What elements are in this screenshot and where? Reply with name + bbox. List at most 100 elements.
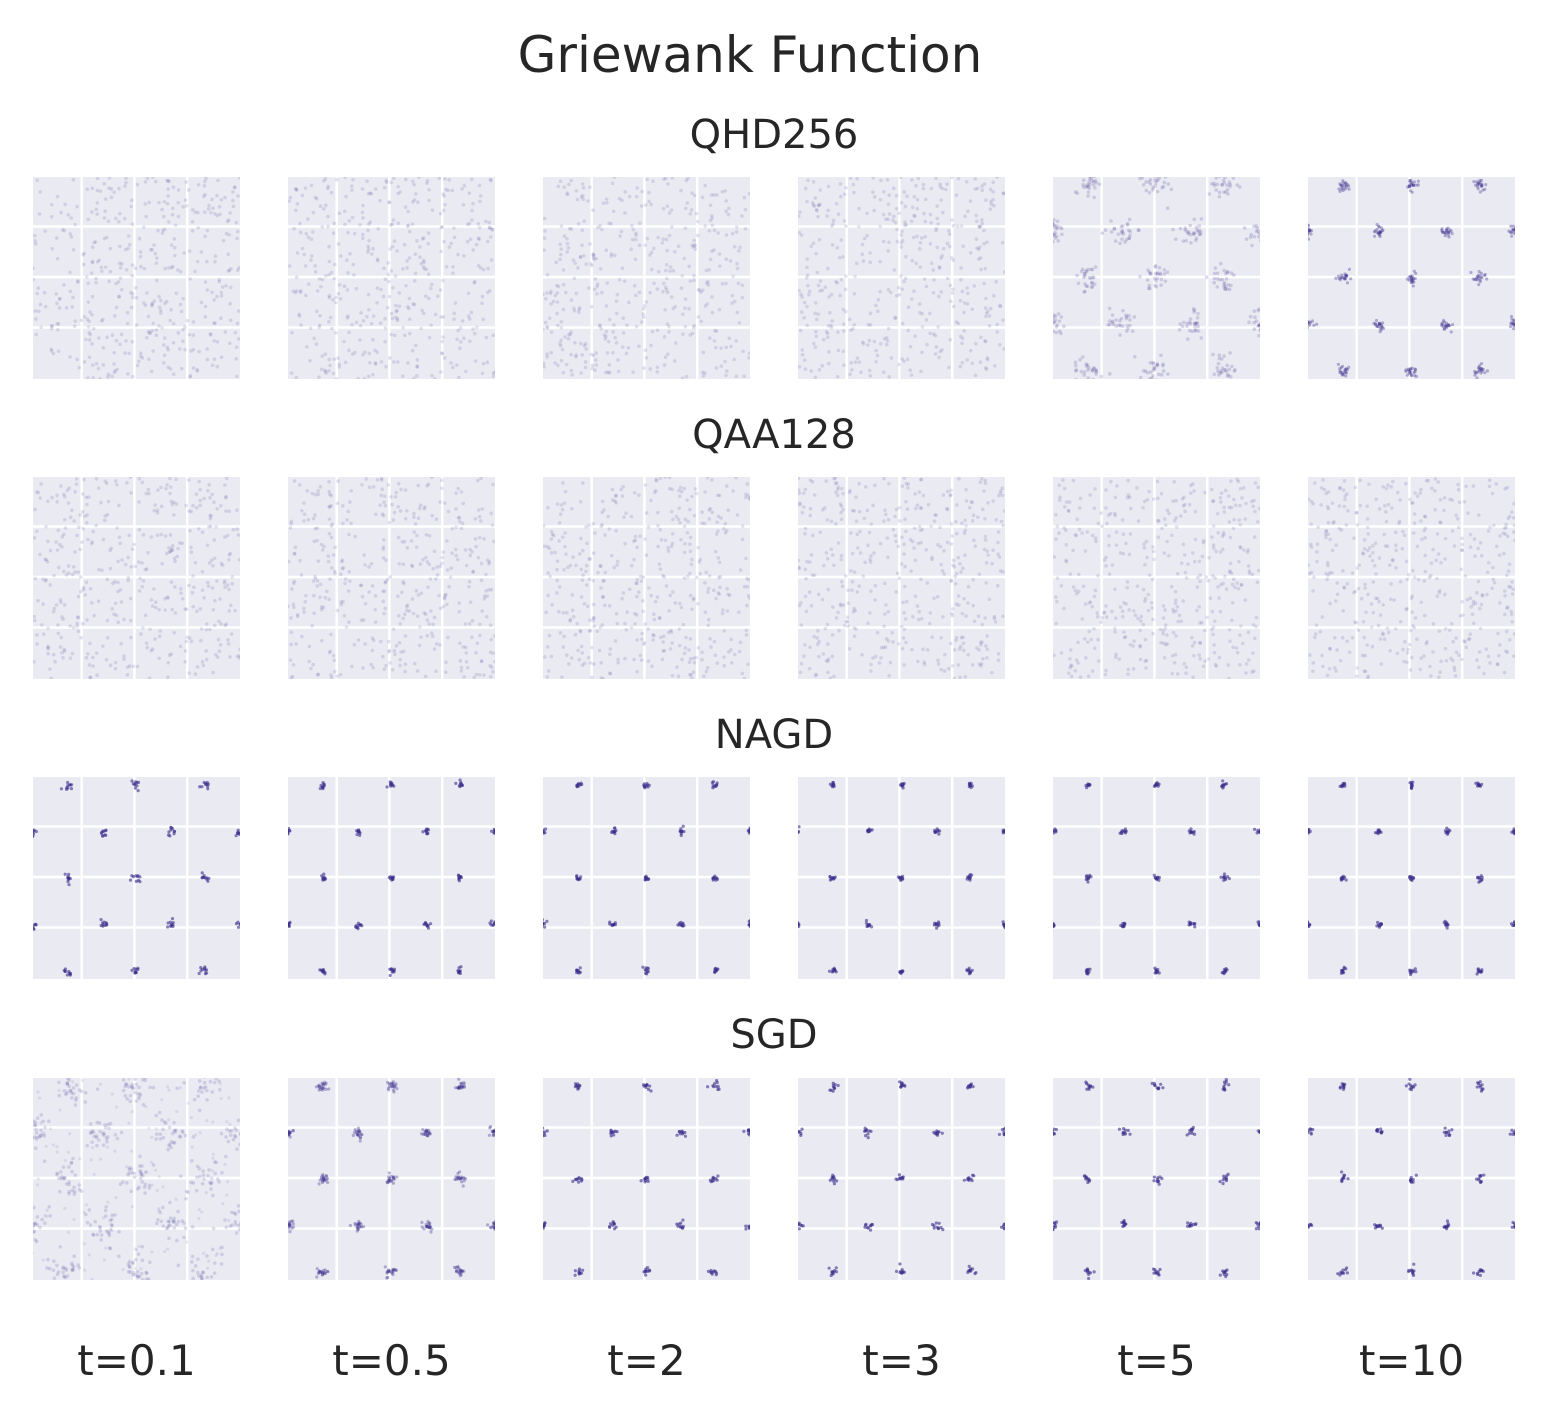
data-point <box>166 187 170 191</box>
data-point <box>444 592 448 597</box>
data-point <box>583 341 588 346</box>
data-point <box>922 277 927 281</box>
data-point <box>983 306 988 310</box>
data-point <box>1502 612 1507 617</box>
data-point <box>138 576 142 581</box>
data-point <box>1220 547 1225 552</box>
data-point <box>1127 495 1132 500</box>
data-point <box>55 500 59 504</box>
data-point <box>1164 523 1168 528</box>
data-point <box>410 564 415 569</box>
data-point <box>570 506 574 511</box>
data-point <box>378 198 382 203</box>
data-point <box>87 355 92 360</box>
data-point <box>398 663 402 668</box>
data-point <box>976 515 980 519</box>
data-point <box>1102 610 1107 615</box>
data-point <box>1117 323 1122 328</box>
data-point <box>879 655 883 660</box>
data-point <box>478 266 483 270</box>
data-point <box>578 255 583 259</box>
data-point <box>1456 482 1460 487</box>
data-point <box>549 654 554 659</box>
data-point <box>129 204 134 209</box>
data-point <box>1412 521 1417 526</box>
data-point <box>410 597 415 601</box>
data-point <box>1154 284 1159 289</box>
data-point <box>1153 184 1157 189</box>
data-point <box>1148 370 1153 374</box>
data-point <box>978 360 983 365</box>
data-point <box>141 625 145 630</box>
data-point <box>1062 486 1067 491</box>
data-point <box>1358 503 1363 508</box>
data-point <box>317 323 322 328</box>
data-point <box>358 324 363 328</box>
data-point <box>826 670 830 675</box>
data-point <box>710 249 714 254</box>
data-point <box>169 546 174 551</box>
data-point <box>873 583 878 588</box>
data-point <box>732 652 737 657</box>
data-point <box>341 504 345 508</box>
data-point <box>294 275 299 279</box>
data-point <box>1100 524 1104 528</box>
data-point <box>863 560 867 565</box>
data-point <box>108 548 112 553</box>
data-point <box>1478 180 1482 184</box>
data-point <box>805 559 809 564</box>
data-point <box>1126 672 1130 676</box>
data-point <box>122 657 126 662</box>
data-point <box>324 371 328 375</box>
data-point <box>1155 496 1160 501</box>
data-point <box>36 599 40 603</box>
data-point <box>1117 319 1122 323</box>
data-point <box>577 307 581 312</box>
data-point <box>117 503 121 508</box>
data-point <box>601 677 605 679</box>
data-point <box>873 654 878 659</box>
data-point <box>188 529 192 533</box>
data-point <box>419 635 423 639</box>
data-point <box>1055 219 1060 224</box>
data-point <box>413 343 418 348</box>
data-point <box>75 624 80 629</box>
data-point <box>600 510 605 515</box>
data-point <box>665 322 670 326</box>
data-point <box>678 601 682 606</box>
data-point <box>849 531 853 535</box>
data-point <box>1377 233 1382 237</box>
data-point <box>94 276 98 281</box>
data-point <box>1355 666 1359 670</box>
data-point <box>1165 633 1169 637</box>
data-point <box>459 490 464 494</box>
data-point <box>124 268 129 272</box>
data-point <box>812 341 816 346</box>
data-point <box>822 506 827 510</box>
data-point <box>309 666 313 671</box>
data-point <box>361 618 366 622</box>
data-point <box>468 600 473 605</box>
data-point <box>1116 232 1121 236</box>
data-point <box>180 541 184 546</box>
data-point <box>982 182 987 186</box>
data-point <box>1064 528 1068 532</box>
data-point <box>845 615 850 620</box>
data-point <box>832 563 836 568</box>
data-point <box>1441 318 1446 323</box>
data-point <box>1406 185 1410 189</box>
data-point <box>147 676 152 679</box>
data-point <box>979 335 983 340</box>
data-point <box>1002 270 1005 274</box>
data-point <box>1091 377 1095 379</box>
data-point <box>1472 179 1476 184</box>
data-point <box>1127 313 1131 318</box>
data-point <box>992 203 996 208</box>
data-point <box>331 653 336 658</box>
data-point <box>59 635 63 640</box>
data-point <box>1450 498 1455 502</box>
data-point <box>959 277 963 282</box>
data-point <box>1053 329 1056 334</box>
data-point <box>1404 368 1408 372</box>
data-point <box>486 266 490 271</box>
